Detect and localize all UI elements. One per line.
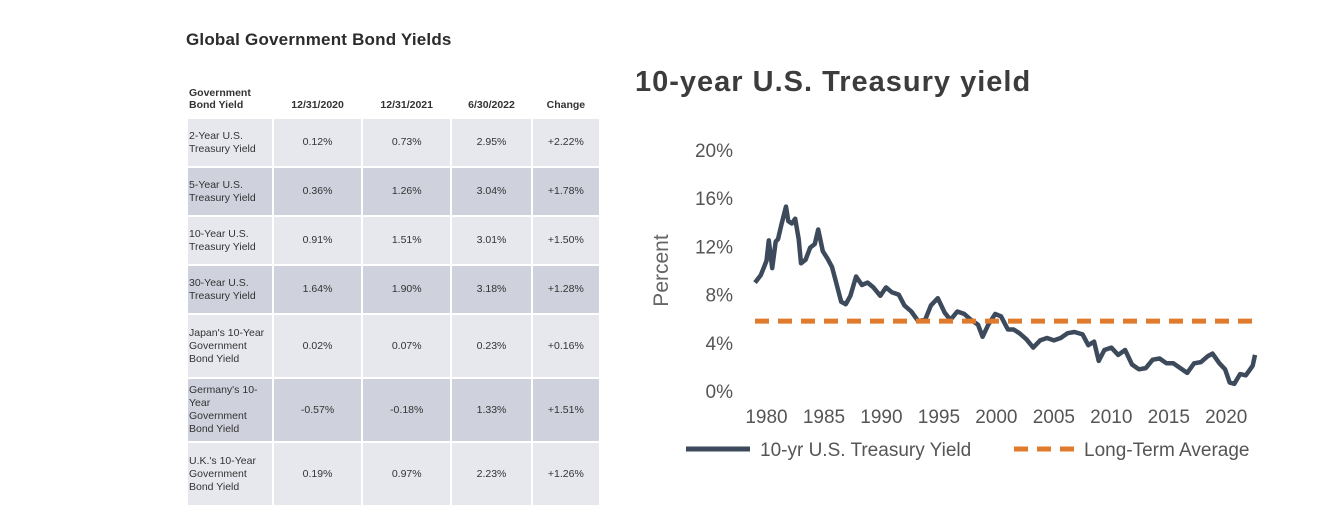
table-title: Global Government Bond Yields bbox=[186, 30, 452, 49]
x-tick-label: 2010 bbox=[1090, 407, 1132, 428]
value-2020-cell: 0.91% bbox=[274, 217, 362, 264]
header-date-2022: 6/30/2022 bbox=[468, 99, 515, 111]
value-2020-cell: 0.02% bbox=[274, 315, 362, 377]
bond-name-cell: U.K.'s 10-Year Government Bond Yield bbox=[188, 443, 272, 505]
value-2022-cell: 3.01% bbox=[452, 217, 531, 264]
header-bond: Government Bond Yield bbox=[189, 87, 251, 111]
bond-name-cell: 5-Year U.S. Treasury Yield bbox=[188, 168, 272, 215]
table-row: 10-Year U.S. Treasury Yield 0.91% 1.51% 3.0… bbox=[188, 217, 599, 264]
value-2021-cell: 1.90% bbox=[363, 266, 451, 313]
change-cell: +1.28% bbox=[532, 266, 599, 313]
x-tick-label: 2000 bbox=[975, 407, 1017, 428]
header-change: Change bbox=[546, 99, 586, 111]
table-row: 30-Year U.S. Treasury Yield 1.64% 1.90% 3.1… bbox=[188, 266, 599, 313]
change-cell: +1.50% bbox=[532, 217, 599, 264]
y-tick-label: 12% bbox=[695, 237, 733, 258]
y-tick-label: 20% bbox=[695, 141, 733, 162]
header-date-2020: 12/31/2020 bbox=[291, 99, 344, 111]
table-row: 2-Year U.S. Treasury Yield 0.12% 0.73% 2.95… bbox=[188, 119, 599, 166]
change-cell: +1.51% bbox=[532, 379, 599, 441]
bond-name-cell: Japan's 10-Year Government Bond Yield bbox=[188, 315, 272, 377]
bond-name-cell: Germany's 10-Year Government Bond Yield bbox=[188, 379, 272, 441]
bond-name-cell: 10-Year U.S. Treasury Yield bbox=[188, 217, 272, 264]
treasury-chart: 10-year U.S. Treasury yield 0% 4% 8% 12% 16%… bbox=[600, 60, 1342, 482]
x-tick-label: 1980 bbox=[745, 407, 787, 428]
value-2020-cell: -0.57% bbox=[274, 379, 362, 441]
change-cell: +0.16% bbox=[532, 315, 599, 377]
table-row: Japan's 10-Year Government Bond Yield 0.0… bbox=[188, 315, 599, 377]
change-cell: +1.78% bbox=[532, 168, 599, 215]
table-row: U.K.'s 10-Year Government Bond Yield 0.19… bbox=[188, 443, 599, 505]
change-cell: +2.22% bbox=[532, 119, 599, 166]
bond-name-cell: 2-Year U.S. Treasury Yield bbox=[188, 119, 272, 166]
value-2021-cell: -0.18% bbox=[363, 379, 451, 441]
bond-yields-table: Government Bond Yield 12/31/2020 12/31/2… bbox=[186, 74, 601, 507]
value-2021-cell: 0.97% bbox=[363, 443, 451, 505]
y-axis-label: Percent bbox=[650, 234, 673, 307]
value-2022-cell: 1.33% bbox=[452, 379, 531, 441]
legend-label-long-term-average: Long-Term Average bbox=[1084, 440, 1249, 461]
value-2021-cell: 0.07% bbox=[363, 315, 451, 377]
value-2022-cell: 0.23% bbox=[452, 315, 531, 377]
change-cell: +1.26% bbox=[532, 443, 599, 505]
value-2022-cell: 3.18% bbox=[452, 266, 531, 313]
value-2022-cell: 2.23% bbox=[452, 443, 531, 505]
y-tick-label: 8% bbox=[706, 286, 734, 307]
chart-title: 10-year U.S. Treasury yield bbox=[635, 66, 1032, 98]
y-tick-label: 16% bbox=[695, 189, 733, 210]
value-2021-cell: 1.26% bbox=[363, 168, 451, 215]
y-tick-label: 0% bbox=[706, 382, 734, 403]
x-tick-label: 2020 bbox=[1205, 407, 1247, 428]
x-tick-label: 2005 bbox=[1033, 407, 1075, 428]
x-tick-label: 1995 bbox=[918, 407, 960, 428]
value-2022-cell: 2.95% bbox=[452, 119, 531, 166]
x-tick-label: 1990 bbox=[860, 407, 902, 428]
bond-name-cell: 30-Year U.S. Treasury Yield bbox=[188, 266, 272, 313]
value-2020-cell: 1.64% bbox=[274, 266, 362, 313]
table-row: Germany's 10-Year Government Bond Yield -… bbox=[188, 379, 599, 441]
value-2020-cell: 0.19% bbox=[274, 443, 362, 505]
chart-svg: 0% 4% 8% 12% 16% 20% 1980 1985 1990 1995 2000 2005 2… bbox=[650, 141, 1258, 461]
value-2020-cell: 0.12% bbox=[274, 119, 362, 166]
value-2020-cell: 0.36% bbox=[274, 168, 362, 215]
x-tick-label: 1985 bbox=[803, 407, 845, 428]
value-2021-cell: 0.73% bbox=[363, 119, 451, 166]
legend-label-10yr-yield: 10-yr U.S. Treasury Yield bbox=[760, 440, 971, 461]
header-date-2021: 12/31/2021 bbox=[380, 99, 433, 111]
series-line-10yr-yield bbox=[753, 204, 1258, 387]
value-2022-cell: 3.04% bbox=[452, 168, 531, 215]
table-row: 5-Year U.S. Treasury Yield 0.36% 1.26% 3.04… bbox=[188, 168, 599, 215]
value-2021-cell: 1.51% bbox=[363, 217, 451, 264]
table-header-row: Government Bond Yield 12/31/2020 12/31/2… bbox=[188, 76, 599, 117]
y-tick-label: 4% bbox=[706, 334, 734, 355]
x-tick-label: 2015 bbox=[1148, 407, 1190, 428]
